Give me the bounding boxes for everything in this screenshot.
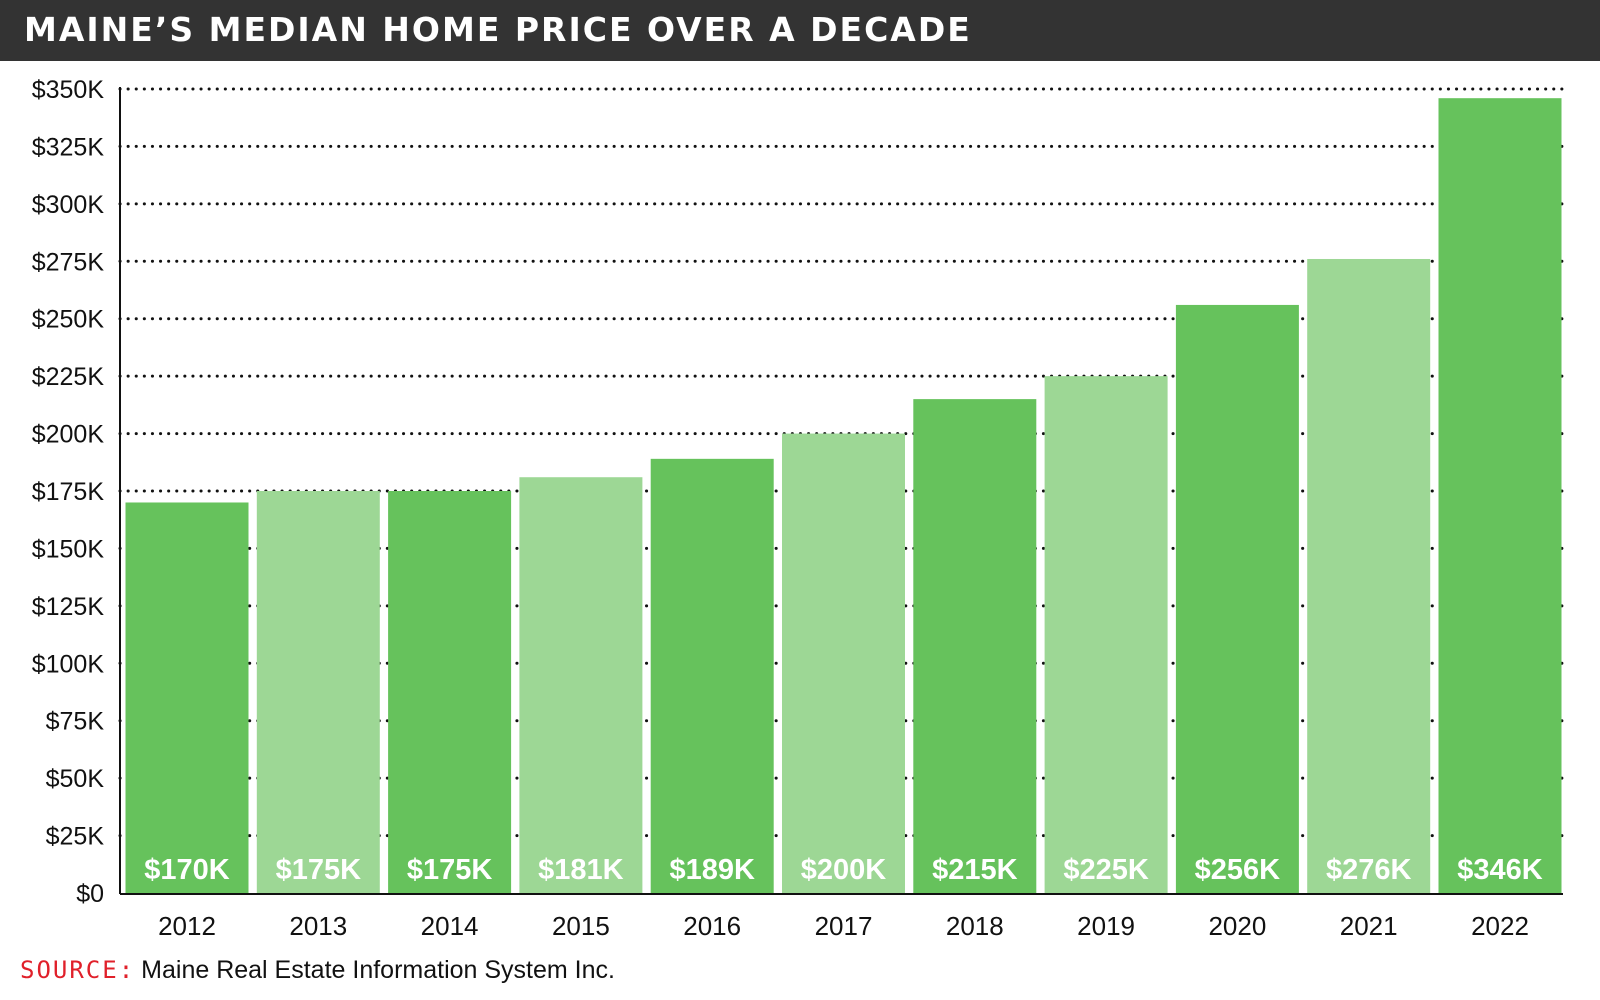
x-tick-label: 2015 (552, 911, 610, 941)
x-tick-label: 2017 (815, 911, 873, 941)
bar-value-label: $346K (1457, 854, 1543, 886)
x-tick-label: 2014 (421, 911, 479, 941)
y-tick-label: $125K (32, 593, 105, 621)
x-tick-label: 2022 (1471, 911, 1529, 941)
bar-value-label: $189K (669, 854, 755, 886)
y-tick-label: $175K (32, 478, 105, 506)
y-tick-label: $250K (32, 306, 105, 334)
bar-value-label: $181K (538, 854, 624, 886)
x-tick-label: 2018 (946, 911, 1004, 941)
y-tick-label: $25K (46, 823, 105, 851)
chart-title: MAINE’S MEDIAN HOME PRICE OVER A DECADE (24, 10, 972, 49)
bar-value-label: $225K (1063, 854, 1149, 886)
bar-value-label: $256K (1195, 854, 1281, 886)
x-tick-label: 2013 (289, 911, 347, 941)
bar-2013 (256, 491, 380, 893)
y-tick-label: $150K (32, 535, 105, 563)
bar-2017 (782, 433, 905, 893)
bar-2021 (1307, 258, 1431, 893)
y-tick-label: $0 (76, 880, 104, 908)
bar-value-label: $215K (932, 854, 1018, 886)
source-text: Maine Real Estate Information System Inc… (141, 956, 615, 984)
y-tick-label: $50K (46, 765, 105, 793)
bar-2014 (388, 491, 512, 893)
y-tick-label: $225K (32, 363, 105, 391)
bar-value-label: $175K (407, 854, 493, 886)
y-tick-label: $275K (32, 248, 105, 276)
bar-2018 (913, 399, 1037, 893)
bar-chart: $0 $25K $50K $75K $100K $125K $150K $175K $200K $… (32, 76, 1565, 941)
y-tick-label: $325K (32, 133, 105, 161)
bar-value-label: $175K (276, 854, 362, 886)
bar-2015 (519, 477, 643, 893)
bar-2019 (1044, 376, 1168, 894)
x-tick-label: 2021 (1340, 911, 1398, 941)
bar-2022 (1438, 98, 1562, 893)
bar-2016 (650, 458, 774, 893)
y-tick-label: $350K (32, 76, 105, 104)
bar-value-label: $276K (1326, 854, 1412, 886)
x-tick-label: 2020 (1208, 911, 1266, 941)
bar-value-label: $200K (801, 854, 887, 886)
source-note: SOURCE: Maine Real Estate Information Sys… (20, 955, 615, 985)
chart-header: MAINE’S MEDIAN HOME PRICE OVER A DECADE (0, 0, 1600, 61)
bar-2012 (125, 502, 249, 893)
y-tick-label: $200K (32, 421, 105, 449)
y-tick-label: $300K (32, 191, 105, 219)
y-tick-label: $100K (32, 650, 105, 678)
y-tick-label: $75K (46, 708, 105, 736)
bar-value-label: $170K (144, 854, 230, 886)
x-tick-label: 2019 (1077, 911, 1135, 941)
x-tick-label: 2012 (158, 911, 216, 941)
source-label: SOURCE: (20, 956, 136, 984)
x-tick-label: 2016 (683, 911, 741, 941)
bar-2020 (1175, 304, 1299, 894)
